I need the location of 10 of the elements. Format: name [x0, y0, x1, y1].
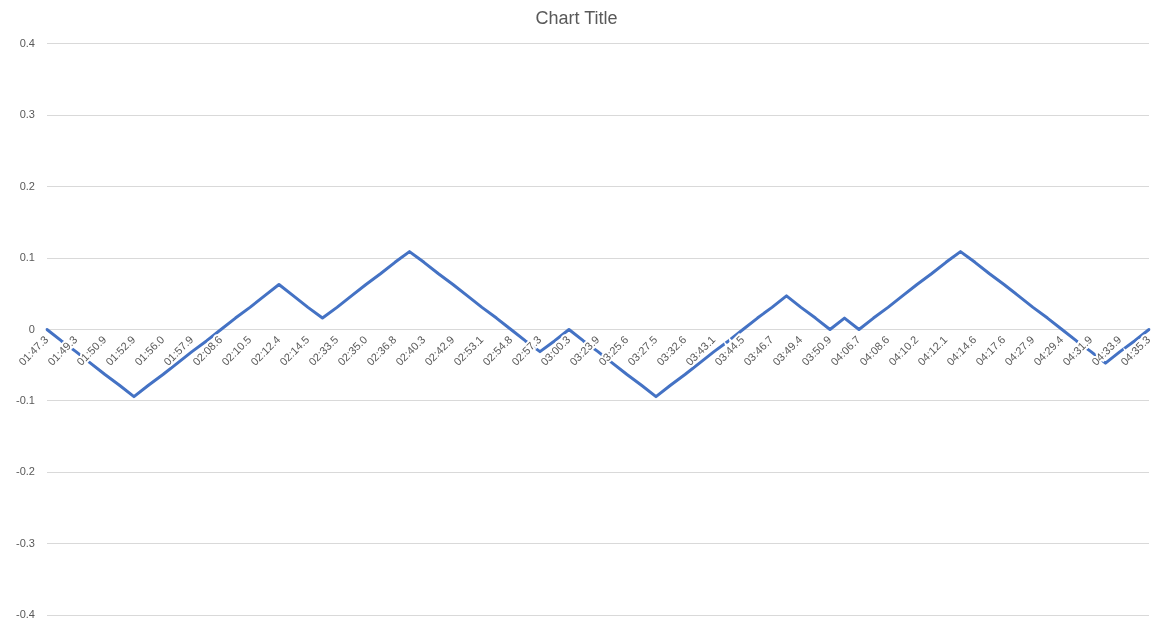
y-tick-label: -0.4: [15, 608, 35, 621]
y-tick-label: -0.3: [15, 536, 35, 549]
y-tick-label: 0.1: [19, 251, 35, 264]
y-tick-label: 0: [28, 322, 35, 335]
y-tick-label: 0.3: [19, 108, 35, 121]
y-tick-label: 0.2: [19, 179, 35, 192]
chart-title: Chart Title: [535, 7, 618, 28]
y-tick-label: -0.2: [15, 465, 35, 478]
y-tick-label: -0.1: [15, 394, 35, 407]
y-tick-label: 0.4: [19, 36, 35, 49]
